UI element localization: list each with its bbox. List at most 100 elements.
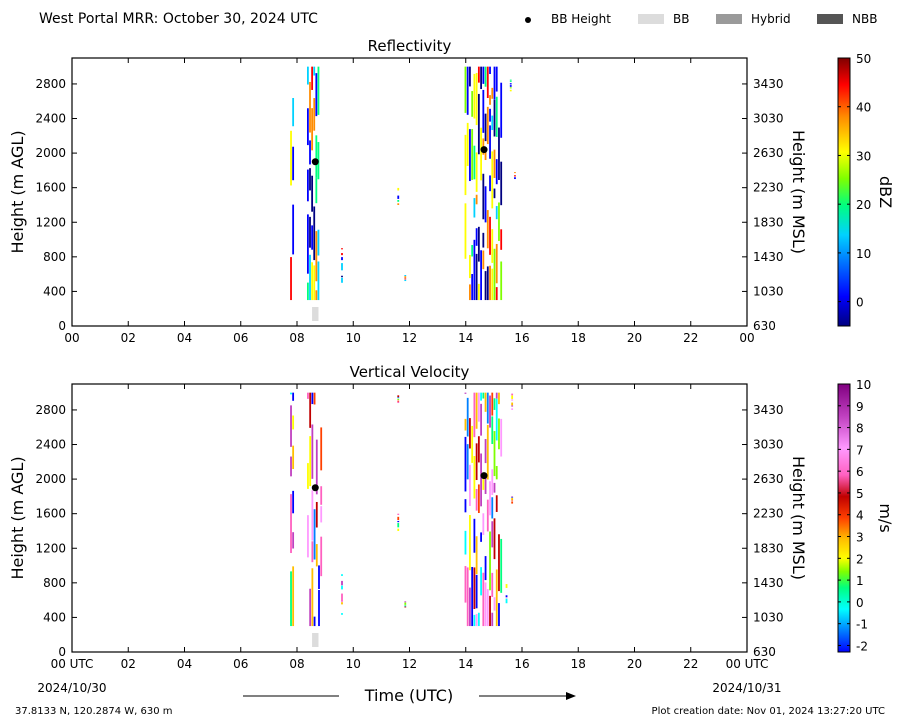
start-date-label: 2024/10/30 [37, 681, 106, 695]
precip-streak [484, 556, 487, 581]
precip-streak [486, 266, 489, 301]
precip-streak [309, 436, 312, 487]
precip-streak [404, 605, 407, 607]
precip-streak [469, 66, 471, 87]
precip-streak [404, 602, 407, 605]
y-tick-label: 800 [43, 576, 66, 590]
precip-streak [341, 580, 343, 586]
location-note: 37.8133 N, 120.2874 W, 630 m [15, 706, 173, 717]
precip-streak [341, 253, 343, 256]
x-tick-label: 22 [683, 331, 698, 345]
precip-streak [491, 612, 494, 627]
precip-segment [290, 392, 295, 627]
precip-streak [484, 186, 487, 223]
precip-streak [290, 405, 292, 447]
precip-streak [491, 521, 494, 548]
y-tick-label: 400 [43, 610, 66, 624]
precip-streak [511, 501, 514, 504]
precip-streak [495, 287, 498, 301]
precip-streak [397, 520, 400, 523]
precip-streak [495, 466, 498, 480]
bright-band-height-point [480, 472, 488, 480]
precip-streak [480, 250, 482, 301]
y-tick-label: 400 [43, 284, 66, 298]
precip-streak [292, 415, 295, 430]
precip-streak [341, 263, 343, 271]
precip-streak [500, 261, 503, 301]
x-tick-label: 04 [177, 331, 192, 345]
precip-streak [475, 194, 478, 205]
precip-streak [306, 214, 309, 274]
x-tick-label: 00 UTC [726, 657, 769, 671]
precip-streak [397, 395, 400, 398]
precip-streak [311, 225, 314, 250]
precip-segment [511, 393, 514, 410]
precip-streak [500, 538, 503, 593]
precip-streak [495, 243, 498, 284]
x-tick-label: 00 UTC [51, 657, 94, 671]
x-tick-label: 10 [346, 331, 361, 345]
colorbar-tick-label: 50 [856, 52, 871, 66]
precip-streak [341, 593, 343, 602]
colorbar-label: dBZ [876, 176, 895, 208]
precip-streak [475, 489, 478, 511]
precip-streak [473, 392, 476, 438]
x-axis-label: Time (UTC) [364, 686, 453, 705]
precip-streak [484, 582, 487, 627]
precip-streak [495, 392, 498, 399]
y-tick-label: 1200 [35, 541, 66, 555]
precip-streak [404, 279, 407, 282]
precip-streak [469, 254, 471, 279]
x-tick-label: 14 [458, 657, 473, 671]
precip-streak [397, 400, 400, 402]
precip-streak [493, 248, 496, 301]
precip-streak [480, 127, 482, 181]
precip-streak [482, 250, 485, 270]
precip-streak [477, 283, 480, 301]
precip-streak [466, 397, 469, 437]
precip-streak [466, 122, 469, 166]
precip-streak [493, 149, 496, 178]
precip-streak [473, 73, 476, 119]
precip-streak [290, 392, 292, 395]
precip-streak [397, 516, 400, 521]
precip-streak [505, 598, 508, 604]
precip-streak [309, 140, 311, 165]
x-tick-label: 12 [402, 657, 417, 671]
x-tick-label: 18 [571, 657, 586, 671]
precip-streak [306, 169, 309, 202]
precip-streak [498, 418, 500, 450]
precip-streak [466, 444, 469, 480]
precip-streak [489, 175, 491, 192]
precip-streak [514, 177, 516, 180]
precip-streak [511, 393, 514, 396]
precip-streak [493, 482, 496, 493]
precip-streak [318, 589, 320, 627]
precip-streak [464, 499, 467, 513]
bright-band-height-point [311, 484, 319, 492]
y-right-tick-label: 2230 [753, 181, 784, 195]
precip-streak [311, 392, 314, 405]
precip-streak [498, 202, 500, 241]
precip-streak [505, 595, 508, 598]
precip-streak [500, 418, 503, 457]
precip-streak [397, 528, 400, 531]
precip-streak [307, 392, 309, 399]
precip-streak [341, 277, 343, 283]
y-tick-label: 1600 [35, 181, 66, 195]
precip-streak [292, 490, 295, 514]
precip-streak [341, 275, 343, 278]
figure-title: West Portal MRR: October 30, 2024 UTC [39, 11, 318, 27]
colorbar-tick-label: -2 [856, 639, 868, 653]
precip-streak [491, 572, 494, 597]
x-tick-label: 10 [346, 657, 361, 671]
x-tick-label: 16 [514, 331, 529, 345]
precip-streak [475, 536, 478, 575]
precip-streak [313, 392, 316, 405]
precip-streak [320, 486, 323, 505]
precip-streak [464, 66, 467, 113]
x-tick-label: 02 [121, 657, 136, 671]
colorbar-tick-label: 1 [856, 574, 864, 588]
precip-streak [309, 81, 311, 133]
